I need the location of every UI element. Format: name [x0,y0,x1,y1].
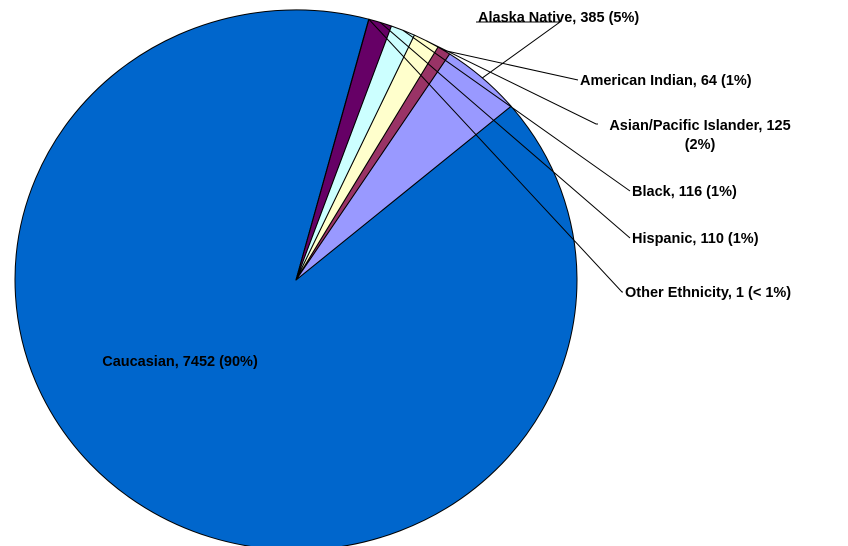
leader-line-american-indian [443,49,579,81]
slice-label-alaska-native: Alaska Native, 385 (5%) [478,10,639,26]
slice-label-hispanic: Hispanic, 110 (1%) [632,231,759,247]
slice-label-other-ethnicity: Other Ethnicity, 1 (< 1%) [625,285,791,301]
pie-slices [14,9,578,546]
slice-label-american-indian: American Indian, 64 (1%) [580,73,752,89]
slice-labels: Caucasian, 7452 (90%) Alaska Native, 385 … [102,10,791,370]
leader-line-hispanic [379,22,631,239]
leader-line-black [402,29,631,192]
leader-lines [368,18,631,293]
slice-label-caucasian: Caucasian, 7452 (90%) [102,354,258,370]
leader-line-asian-pacific-islander [426,40,598,125]
leader-line-alaska-native [476,21,562,79]
pie-slice-caucasian [14,9,578,546]
leader-line-other-ethnicity [368,18,623,293]
slice-label-black: Black, 116 (1%) [632,184,737,200]
slice-label-asian-pacific-islander: Asian/Pacific Islander, 125 (2%) [609,118,790,153]
